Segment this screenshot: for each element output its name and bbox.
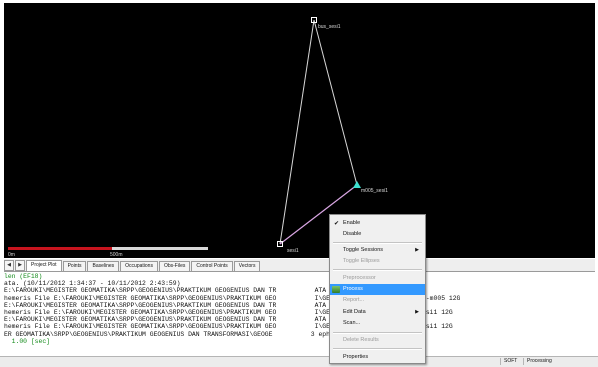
log-line: len (EF18) <box>4 273 43 280</box>
log-line: E:\FAROUKI\MEGISTER GEOMATIKA\SRPP\GEOGE… <box>4 287 411 295</box>
scale-start-label: 0m <box>8 252 15 258</box>
checkmark-icon: ✔ <box>334 220 340 227</box>
log-line: hemeris File E:\FAROUKI\MEGISTER GEOMATI… <box>4 294 461 302</box>
vector-m005-sesi1[interactable] <box>279 184 358 245</box>
menu-separator <box>333 348 422 350</box>
log-line: E:\FAROUKI\MEGISTER GEOMATIKA\SRPP\GEOGE… <box>4 301 403 309</box>
station-label-sesi1: sesi1 <box>287 248 299 254</box>
menu-item-delete-results[interactable]: Delete Results <box>343 337 379 343</box>
tab-control-points[interactable]: Control Points <box>191 261 233 271</box>
scale-bar <box>8 247 208 250</box>
tab-occupations[interactable]: Occupations <box>120 261 158 271</box>
log-line: ER GEOMATIKA\SRPP\GEOGENIUS\PRAKTIKUM GE… <box>4 330 342 338</box>
tab-scroll-left-button[interactable]: ◀ <box>4 260 14 271</box>
submenu-arrow-icon: ▶ <box>415 309 419 315</box>
menu-separator <box>333 242 422 244</box>
station-marker-sesi1[interactable] <box>277 241 283 247</box>
tab-points[interactable]: Points <box>62 261 87 271</box>
log-line: hemeris File E:\FAROUKI\MEGISTER GEOMATI… <box>4 323 453 331</box>
menu-item-enable[interactable]: ✔ Enable <box>334 220 361 227</box>
station-marker-bus[interactable] <box>311 17 317 23</box>
view-tab-bar: ◀ ▶ Project Plot Points Baselines Occupa… <box>4 259 595 272</box>
tab-vectors[interactable]: Vectors <box>233 261 261 271</box>
menu-item-properties[interactable]: Properties <box>343 354 369 360</box>
station-marker-m005[interactable] <box>353 181 361 188</box>
menu-item-report[interactable]: Report... <box>343 297 365 303</box>
menu-item-toggle-sessions[interactable]: Toggle Sessions ▶ <box>330 245 425 256</box>
submenu-arrow-icon: ▶ <box>415 247 419 253</box>
tab-scroll-right-button[interactable]: ▶ <box>15 260 25 271</box>
status-processing: Processing <box>523 358 552 365</box>
processing-log-panel[interactable]: len (EF18) ata. (10/11/2012 1:34:37 - 10… <box>4 273 595 355</box>
station-label-bus: bus_sesi1 <box>318 24 341 30</box>
status-soft: SOFT <box>500 358 517 365</box>
menu-item-preprocessor[interactable]: Preprocessor <box>343 275 376 281</box>
tab-project-plot[interactable]: Project Plot <box>26 260 62 271</box>
menu-item-edit-data[interactable]: Edit Data ▶ <box>330 307 425 318</box>
process-icon <box>332 286 340 293</box>
status-bar: SOFT Processing <box>0 356 598 367</box>
log-line: hemeris File E:\FAROUKI\MEGISTER GEOMATI… <box>4 309 453 317</box>
log-line: 1.00 [sec] <box>4 337 51 345</box>
menu-separator <box>333 332 422 334</box>
menu-separator <box>333 269 422 271</box>
tab-baselines[interactable]: Baselines <box>87 261 120 271</box>
station-label-m005: m005_sesi1 <box>361 188 388 194</box>
menu-item-process[interactable]: Process <box>330 284 425 295</box>
menu-item-scan[interactable]: Scan... <box>343 320 361 326</box>
log-line: E:\FAROUKI\MEGISTER GEOMATIKA\SRPP\GEOGE… <box>4 316 403 324</box>
baseline-bus-sesi1[interactable] <box>279 19 315 245</box>
log-line: ata. (10/11/2012 1:34:37 - 10/11/2012 2:… <box>4 280 181 288</box>
context-menu: ✔ Enable Disable Toggle Sessions ▶ Toggl… <box>329 214 426 364</box>
menu-item-disable[interactable]: Disable <box>343 231 362 237</box>
menu-item-toggle-ellipses[interactable]: Toggle Ellipses <box>343 258 380 264</box>
network-plot <box>277 17 361 247</box>
project-plot-canvas[interactable]: bus_sesi1 m005_sesi1 sesi1 0m 500m <box>4 3 595 258</box>
baseline-bus-m005[interactable] <box>313 19 358 186</box>
tab-obs-files[interactable]: Obs-Files <box>158 261 191 271</box>
scale-end-label: 500m <box>110 252 123 258</box>
